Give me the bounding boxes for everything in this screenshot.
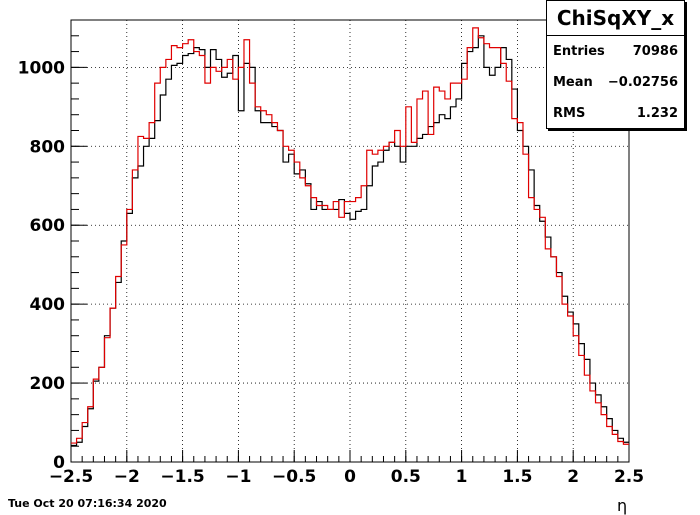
date-stamp: Tue Oct 20 07:16:34 2020: [8, 497, 167, 510]
stats-rms-label: RMS: [553, 106, 586, 121]
y-tick-label: 600: [30, 216, 66, 236]
histogram-series-1: [71, 27, 629, 445]
x-tick-label: −1: [225, 467, 251, 487]
y-tick-label: 1000: [18, 58, 65, 78]
x-tick-label: 1: [456, 467, 468, 487]
stats-row-mean: Mean −0.02756: [547, 67, 684, 98]
x-tick-label: 1.5: [502, 467, 532, 487]
axis-ticks: [70, 19, 630, 463]
stats-rms-value: 1.232: [636, 106, 678, 121]
x-tick-label: −2: [114, 467, 140, 487]
stats-entries-value: 70986: [632, 44, 678, 59]
stats-mean-label: Mean: [553, 75, 593, 90]
x-tick-label: 2.5: [614, 467, 644, 487]
y-tick-label: 400: [30, 295, 66, 315]
y-tick-label: 0: [53, 453, 65, 473]
histogram-series: [71, 27, 629, 447]
stats-title: ChiSqXY_x: [547, 1, 684, 36]
stats-row-entries: Entries 70986: [547, 36, 684, 67]
stats-row-rms: RMS 1.232: [547, 98, 684, 129]
x-axis-title: η: [617, 496, 628, 515]
histogram-series-0: [71, 35, 629, 447]
tick-labels: −2.5 −2 −1.5 −1 −0.5 0 0.5 1 1.5 2 2.5 0 200 400 600 80…: [18, 58, 644, 487]
y-tick-label: 200: [30, 374, 66, 394]
stats-entries-label: Entries: [553, 44, 605, 59]
x-tick-label: −0.5: [272, 467, 316, 487]
y-tick-label: 800: [30, 137, 66, 157]
x-tick-label: 2: [567, 467, 579, 487]
stats-box: ChiSqXY_x Entries 70986 Mean −0.02756 RM…: [546, 0, 685, 129]
x-tick-label: 0: [344, 467, 356, 487]
x-tick-label: −1.5: [160, 467, 204, 487]
x-tick-label: −2.5: [49, 467, 93, 487]
stats-mean-value: −0.02756: [607, 75, 678, 90]
x-tick-label: 0.5: [391, 467, 421, 487]
